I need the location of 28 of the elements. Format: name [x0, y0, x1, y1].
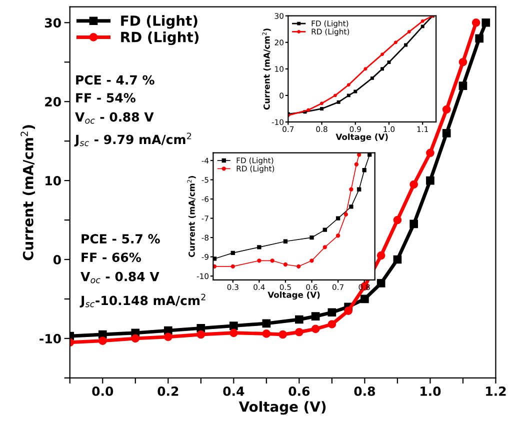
x-axis-title: Voltage (V) — [268, 291, 320, 300]
x-axis-title: Voltage (V) — [238, 401, 326, 415]
annotation: V$_{oc}$ - 0.84 V — [80, 272, 160, 284]
x-tick-label: 0.6 — [288, 386, 310, 396]
annotation: FF - 66% — [82, 252, 142, 262]
y-axis-title: Current (mA/cm$^{2}$) — [187, 176, 196, 258]
annotation: V$_{oc}$ - 0.88 V — [75, 112, 154, 124]
legend-label: RD (Light) — [121, 32, 199, 46]
annotation: PCE - 4.7 % — [76, 75, 154, 85]
x-tick-label: 0.4 — [223, 386, 244, 396]
y-axis-title: Current (mA/cm$^{2}$) — [20, 125, 36, 260]
y-tick-label: 10 — [46, 176, 61, 186]
annotation: FF - 54% — [76, 93, 136, 102]
y-tick-label: 30 — [44, 18, 61, 28]
x-tick-label: 0.8 — [354, 386, 375, 396]
y-axis-title: Current (mA/cm$^{2}$) — [262, 28, 271, 110]
x-tick-label: 0.2 — [158, 386, 178, 396]
x-tick-label: 1.2 — [486, 386, 506, 396]
annotation: J$_{sc}$-10.148 mA/cm$^{2}$ — [80, 294, 206, 308]
legend-label: FD (Light) — [121, 15, 198, 29]
x-axis-title: Voltage (V) — [336, 134, 388, 142]
annotation: J$_{sc}$ - 9.79 mA/cm$^{2}$ — [74, 132, 192, 146]
y-tick-label: 20 — [45, 97, 61, 107]
x-tick-label: 0.0 — [92, 386, 114, 396]
y-tick-label: 0 — [53, 254, 61, 264]
y-tick-label: -10 — [40, 334, 61, 344]
x-tick-label: 1.0 — [420, 386, 441, 396]
annotation: PCE - 5.7 % — [82, 234, 160, 244]
